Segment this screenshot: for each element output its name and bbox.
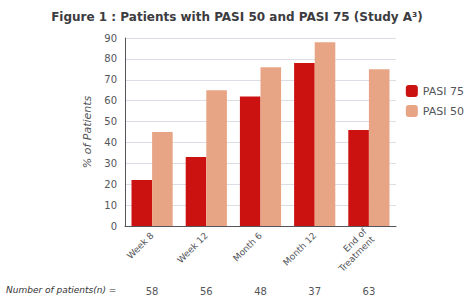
svg-text:PASI 50: PASI 50 <box>423 105 464 118</box>
svg-text:30: 30 <box>104 158 117 169</box>
svg-text:Treatment: Treatment <box>336 234 376 274</box>
svg-text:Month 12: Month 12 <box>281 230 318 267</box>
svg-text:58: 58 <box>146 286 159 297</box>
svg-text:Month 6: Month 6 <box>231 230 264 263</box>
svg-text:20: 20 <box>104 179 117 190</box>
svg-text:48: 48 <box>254 286 267 297</box>
svg-text:40: 40 <box>104 137 117 148</box>
svg-text:0: 0 <box>111 221 117 232</box>
svg-text:60: 60 <box>104 95 117 106</box>
svg-text:% of Patients: % of Patients <box>81 95 94 168</box>
svg-text:10: 10 <box>104 200 117 211</box>
svg-text:Week 8: Week 8 <box>125 230 156 261</box>
svg-text:90: 90 <box>104 33 117 44</box>
svg-text:Week 12: Week 12 <box>175 230 210 265</box>
svg-text:50: 50 <box>104 116 117 127</box>
svg-text:Figure 1 : Patients with PASI: Figure 1 : Patients with PASI 50 and PAS… <box>51 10 423 24</box>
svg-text:63: 63 <box>363 286 376 297</box>
svg-text:37: 37 <box>308 286 321 297</box>
svg-text:80: 80 <box>104 53 117 64</box>
svg-text:PASI 75: PASI 75 <box>423 85 464 98</box>
svg-text:70: 70 <box>104 74 117 85</box>
svg-text:End of: End of <box>341 226 369 254</box>
svg-text:Number of patients(n) =: Number of patients(n) = <box>6 285 116 295</box>
svg-text:56: 56 <box>200 286 213 297</box>
